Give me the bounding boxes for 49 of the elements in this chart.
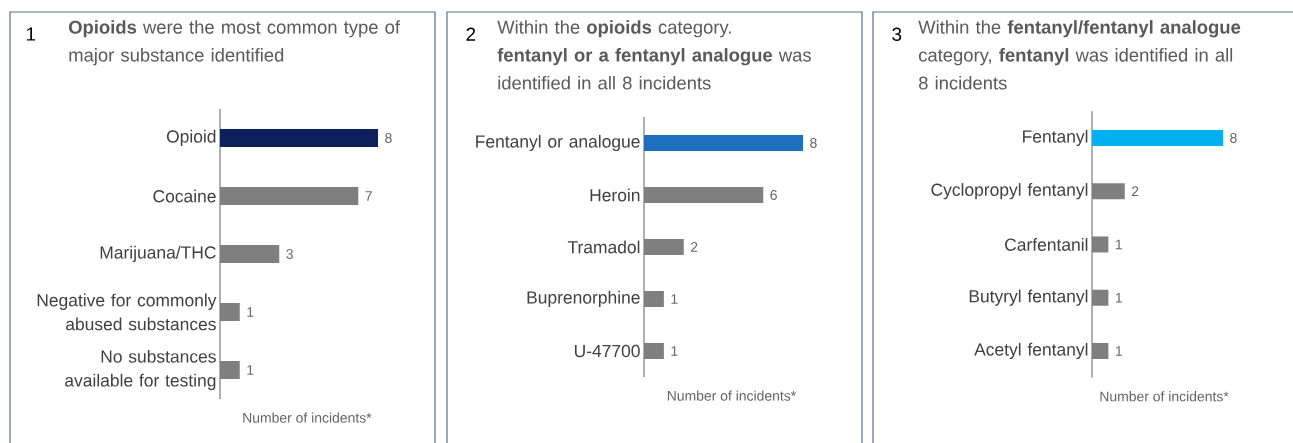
chart-title: Within the opioids category. fentanyl or a fentanyl analogue was identified in all 8 incidents — [497, 20, 811, 90]
bar — [220, 302, 240, 321]
y-tick-label: Cocaine — [153, 189, 216, 203]
y-tick-label: U-47700 — [574, 344, 640, 358]
bar — [644, 290, 664, 307]
y-tick-label: No substances available for testing — [65, 349, 216, 391]
data-label: 1 — [247, 365, 254, 375]
text: 3 — [892, 27, 902, 41]
bar — [644, 238, 684, 255]
x-axis-title: Number of incidents* — [667, 390, 796, 401]
data-label: 1 — [1115, 292, 1122, 303]
data-label: 2 — [690, 242, 698, 252]
y-tick-label: Cyclopropyl fentanyl — [931, 183, 1088, 200]
data-label: 7 — [365, 191, 372, 201]
y-tick-label: Acetyl fentanyl — [974, 342, 1088, 360]
y-tick-label: Negative for commonly abused substances — [37, 293, 217, 331]
y-tick-label: Fentanyl — [1023, 129, 1088, 147]
bar — [220, 244, 280, 263]
data-label: 2 — [1131, 186, 1139, 197]
bar — [644, 134, 804, 151]
y-tick-label: Marijuana/THC — [100, 245, 216, 263]
data-label: 1 — [671, 346, 678, 356]
data-label: 8 — [810, 138, 817, 148]
bar — [644, 342, 664, 359]
data-label: 8 — [1230, 133, 1237, 143]
data-label: 1 — [1115, 239, 1122, 250]
data-label: 1 — [247, 307, 254, 317]
y-tick-label: Fentanyl or analogue — [476, 134, 640, 152]
data-label: 6 — [770, 190, 777, 200]
chart-title: Opioids were the most common type of major substance identified — [68, 20, 401, 66]
y-tick-label: Tramadol — [567, 240, 640, 254]
x-axis-title: Number of incidents* — [1100, 391, 1229, 402]
y-tick-label: Heroin — [590, 188, 640, 202]
chart-title: Within the fentanyl/fentanyl analogue category, fentanyl was identified in all 8 incidents — [918, 20, 1241, 90]
x-axis-title: Number of incidents* — [243, 412, 372, 423]
data-label: 8 — [385, 133, 392, 143]
y-tick-label: Carfentanil — [1005, 238, 1088, 251]
y-tick-label: Opioid — [166, 129, 216, 147]
bar — [220, 128, 378, 147]
bar — [644, 186, 764, 203]
y-tick-label: Butyryl fentanyl — [969, 289, 1088, 306]
data-label: 1 — [671, 294, 678, 304]
bar — [220, 360, 240, 379]
bar — [220, 186, 359, 205]
text: 2 — [466, 27, 476, 41]
data-label: 3 — [286, 249, 293, 259]
data-label: 1 — [1115, 346, 1122, 356]
text: 1 — [26, 27, 36, 41]
y-tick-label: Buprenorphine — [527, 290, 640, 308]
